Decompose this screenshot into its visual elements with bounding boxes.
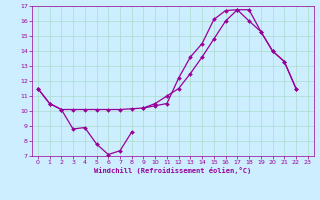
X-axis label: Windchill (Refroidissement éolien,°C): Windchill (Refroidissement éolien,°C) (94, 167, 252, 174)
